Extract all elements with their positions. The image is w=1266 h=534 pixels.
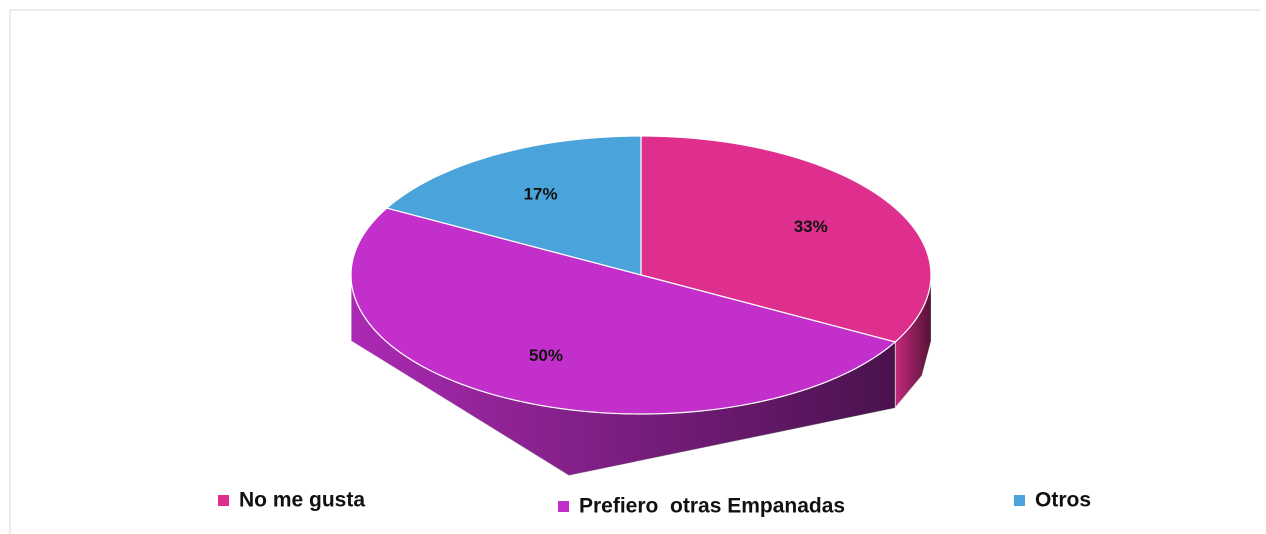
legend-label: No me gusta — [239, 489, 365, 512]
slice-side-shade — [895, 275, 931, 408]
data-label: 33% — [794, 217, 828, 236]
data-label: 17% — [524, 184, 558, 203]
frame — [9, 9, 1260, 534]
legend-label: Prefiero otras Empanadas — [579, 495, 845, 518]
slice-side-shade — [351, 275, 896, 476]
data-label: 50% — [529, 346, 563, 365]
slice — [640, 135, 932, 343]
slice — [385, 135, 642, 276]
legend-swatch — [218, 495, 229, 506]
legend-swatch — [1014, 495, 1025, 506]
slice — [350, 207, 897, 415]
legend-label: Otros — [1035, 489, 1091, 512]
legend-swatch — [558, 501, 569, 512]
